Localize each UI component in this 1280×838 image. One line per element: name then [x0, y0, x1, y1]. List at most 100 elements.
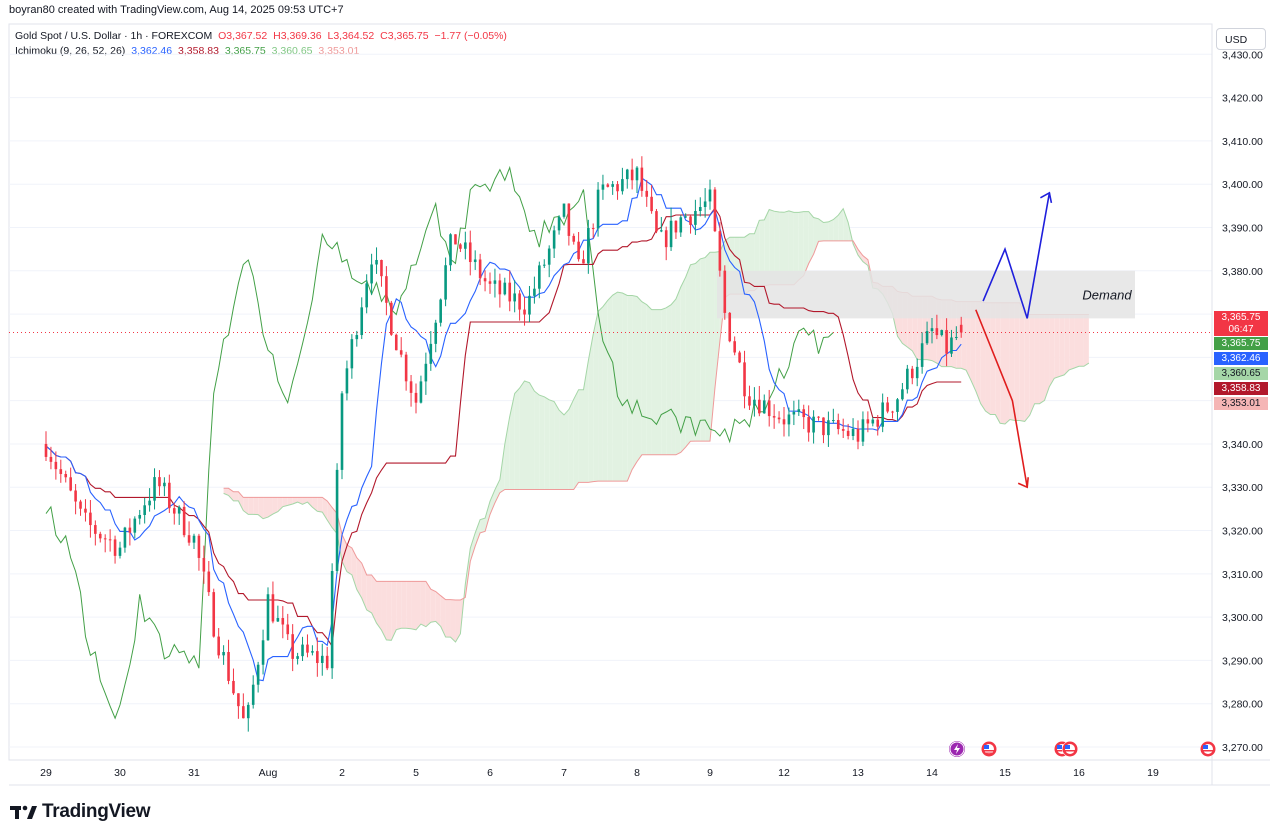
candle-body [689, 216, 692, 225]
candle-body [616, 184, 619, 192]
ichimoku-cloud-segment [671, 299, 676, 455]
candle-body [163, 482, 166, 487]
ichimoku-cloud-segment [539, 395, 545, 490]
ichimoku-cloud-segment [779, 212, 784, 285]
tradingview-logo-text: TradingView [42, 801, 151, 822]
ichimoku-cloud-segment [1059, 314, 1065, 377]
x-tick-label: 31 [188, 767, 200, 779]
ichimoku-cloud-segment [975, 301, 981, 404]
currency-button[interactable]: USD [1216, 28, 1266, 50]
ichimoku-cloud-segment [612, 292, 618, 482]
ichimoku-cloud-segment [769, 209, 775, 285]
us-flag-event-icon[interactable] [981, 741, 997, 757]
ichimoku-cloud-segment [632, 295, 637, 470]
candle-body [256, 664, 260, 685]
ichimoku-cloud-segment [376, 581, 382, 631]
candle-body [523, 309, 526, 315]
candle-body [59, 469, 63, 475]
ichimoku-cloud-segment [970, 301, 976, 392]
ichimoku-cloud-segment [1064, 314, 1070, 375]
candle-body [797, 409, 801, 412]
candle-body [782, 419, 786, 425]
candle-body [261, 640, 265, 665]
candle-body [464, 242, 467, 249]
ichimoku-cloud-segment [396, 581, 402, 630]
candle-body [930, 328, 934, 332]
ichimoku-cloud-segment [680, 277, 686, 453]
candle-body [394, 334, 398, 351]
candle-body [118, 547, 122, 556]
candle-body [753, 399, 756, 406]
candle-body [915, 366, 919, 379]
candle-body [557, 216, 561, 231]
ichimoku-cloud-segment [480, 518, 486, 533]
ichimoku-cloud-segment [583, 360, 589, 483]
ichimoku-cloud-segment [430, 589, 436, 623]
candle-body [567, 203, 571, 236]
ichimoku-cloud-segment [990, 302, 996, 415]
ichimoku-cloud-segment [248, 497, 254, 515]
ichimoku-cloud-segment [322, 497, 328, 520]
candle-body [630, 169, 634, 181]
candle-body [792, 411, 796, 415]
ichimoku-cloud-segment [759, 219, 765, 287]
symbol-row: Gold Spot / U.S. Dollar · 1h · FOREXCOM … [15, 29, 510, 44]
ichimoku-cloud-segment [361, 563, 367, 610]
candle-body [335, 469, 339, 572]
symbol-name[interactable]: Gold Spot / U.S. Dollar · 1h · FOREXCOM [15, 30, 213, 42]
ichimoku-cloud-segment [509, 393, 515, 490]
candle-body [533, 288, 536, 296]
candle-body [192, 535, 196, 543]
candle-body [674, 220, 678, 233]
candle-body [718, 231, 722, 271]
candle-body [168, 482, 171, 509]
ichimoku-cloud-segment [435, 591, 441, 627]
candle-body [468, 242, 472, 263]
ichimoku-cloud-segment [843, 208, 849, 241]
ichimoku-cloud-segment [440, 595, 446, 637]
ichimoku-cloud-segment [764, 209, 770, 287]
candle-body [582, 259, 585, 264]
span-a-price-tag: 3,360.65 [1214, 367, 1268, 380]
candle-body [444, 265, 447, 300]
candle-body [158, 477, 161, 487]
candle-body [935, 328, 939, 336]
candle-body [723, 270, 727, 313]
ichimoku-cloud-segment [544, 396, 550, 490]
bearish-arrow-head [1017, 477, 1029, 489]
ichimoku-cloud-segment [233, 491, 239, 501]
us-flag-event-icon-3[interactable] [1062, 741, 1078, 757]
ichimoku-cloud-segment [675, 286, 681, 455]
y-tick-label: 3,420.00 [1222, 93, 1263, 105]
candle-body [355, 335, 359, 340]
candle-body [708, 189, 712, 202]
ichimoku-cloud-segment [813, 217, 819, 255]
us-flag-event-icon-4[interactable] [1200, 741, 1216, 757]
candle-body [385, 276, 388, 303]
ichimoku-cloud-segment [327, 500, 333, 528]
lightning-event-icon[interactable] [949, 741, 965, 757]
candle-body [419, 381, 423, 403]
tradingview-logo[interactable]: TradingView [10, 799, 151, 825]
ichimoku-cloud-segment [450, 599, 456, 642]
candle-body [713, 189, 717, 232]
candle-body [133, 518, 137, 533]
candle-body [473, 259, 477, 263]
candle-body [74, 490, 77, 502]
y-tick-label: 3,330.00 [1222, 482, 1263, 494]
candle-body [538, 265, 541, 289]
candle-body [143, 505, 146, 515]
candle-body [655, 211, 658, 232]
ichimoku-cloud-segment [564, 409, 569, 490]
candle-body [518, 293, 521, 310]
ichimoku-cloud-segment [406, 581, 412, 629]
candle-body [787, 414, 791, 425]
ichimoku-cloud-segment [524, 381, 530, 490]
candle-body [621, 179, 624, 192]
candle-body [350, 339, 354, 369]
y-tick-label: 3,390.00 [1222, 222, 1263, 234]
ichimoku-cloud-segment [287, 497, 293, 506]
ichimoku-cloud-segment [1024, 314, 1030, 422]
candle-body [679, 217, 683, 233]
